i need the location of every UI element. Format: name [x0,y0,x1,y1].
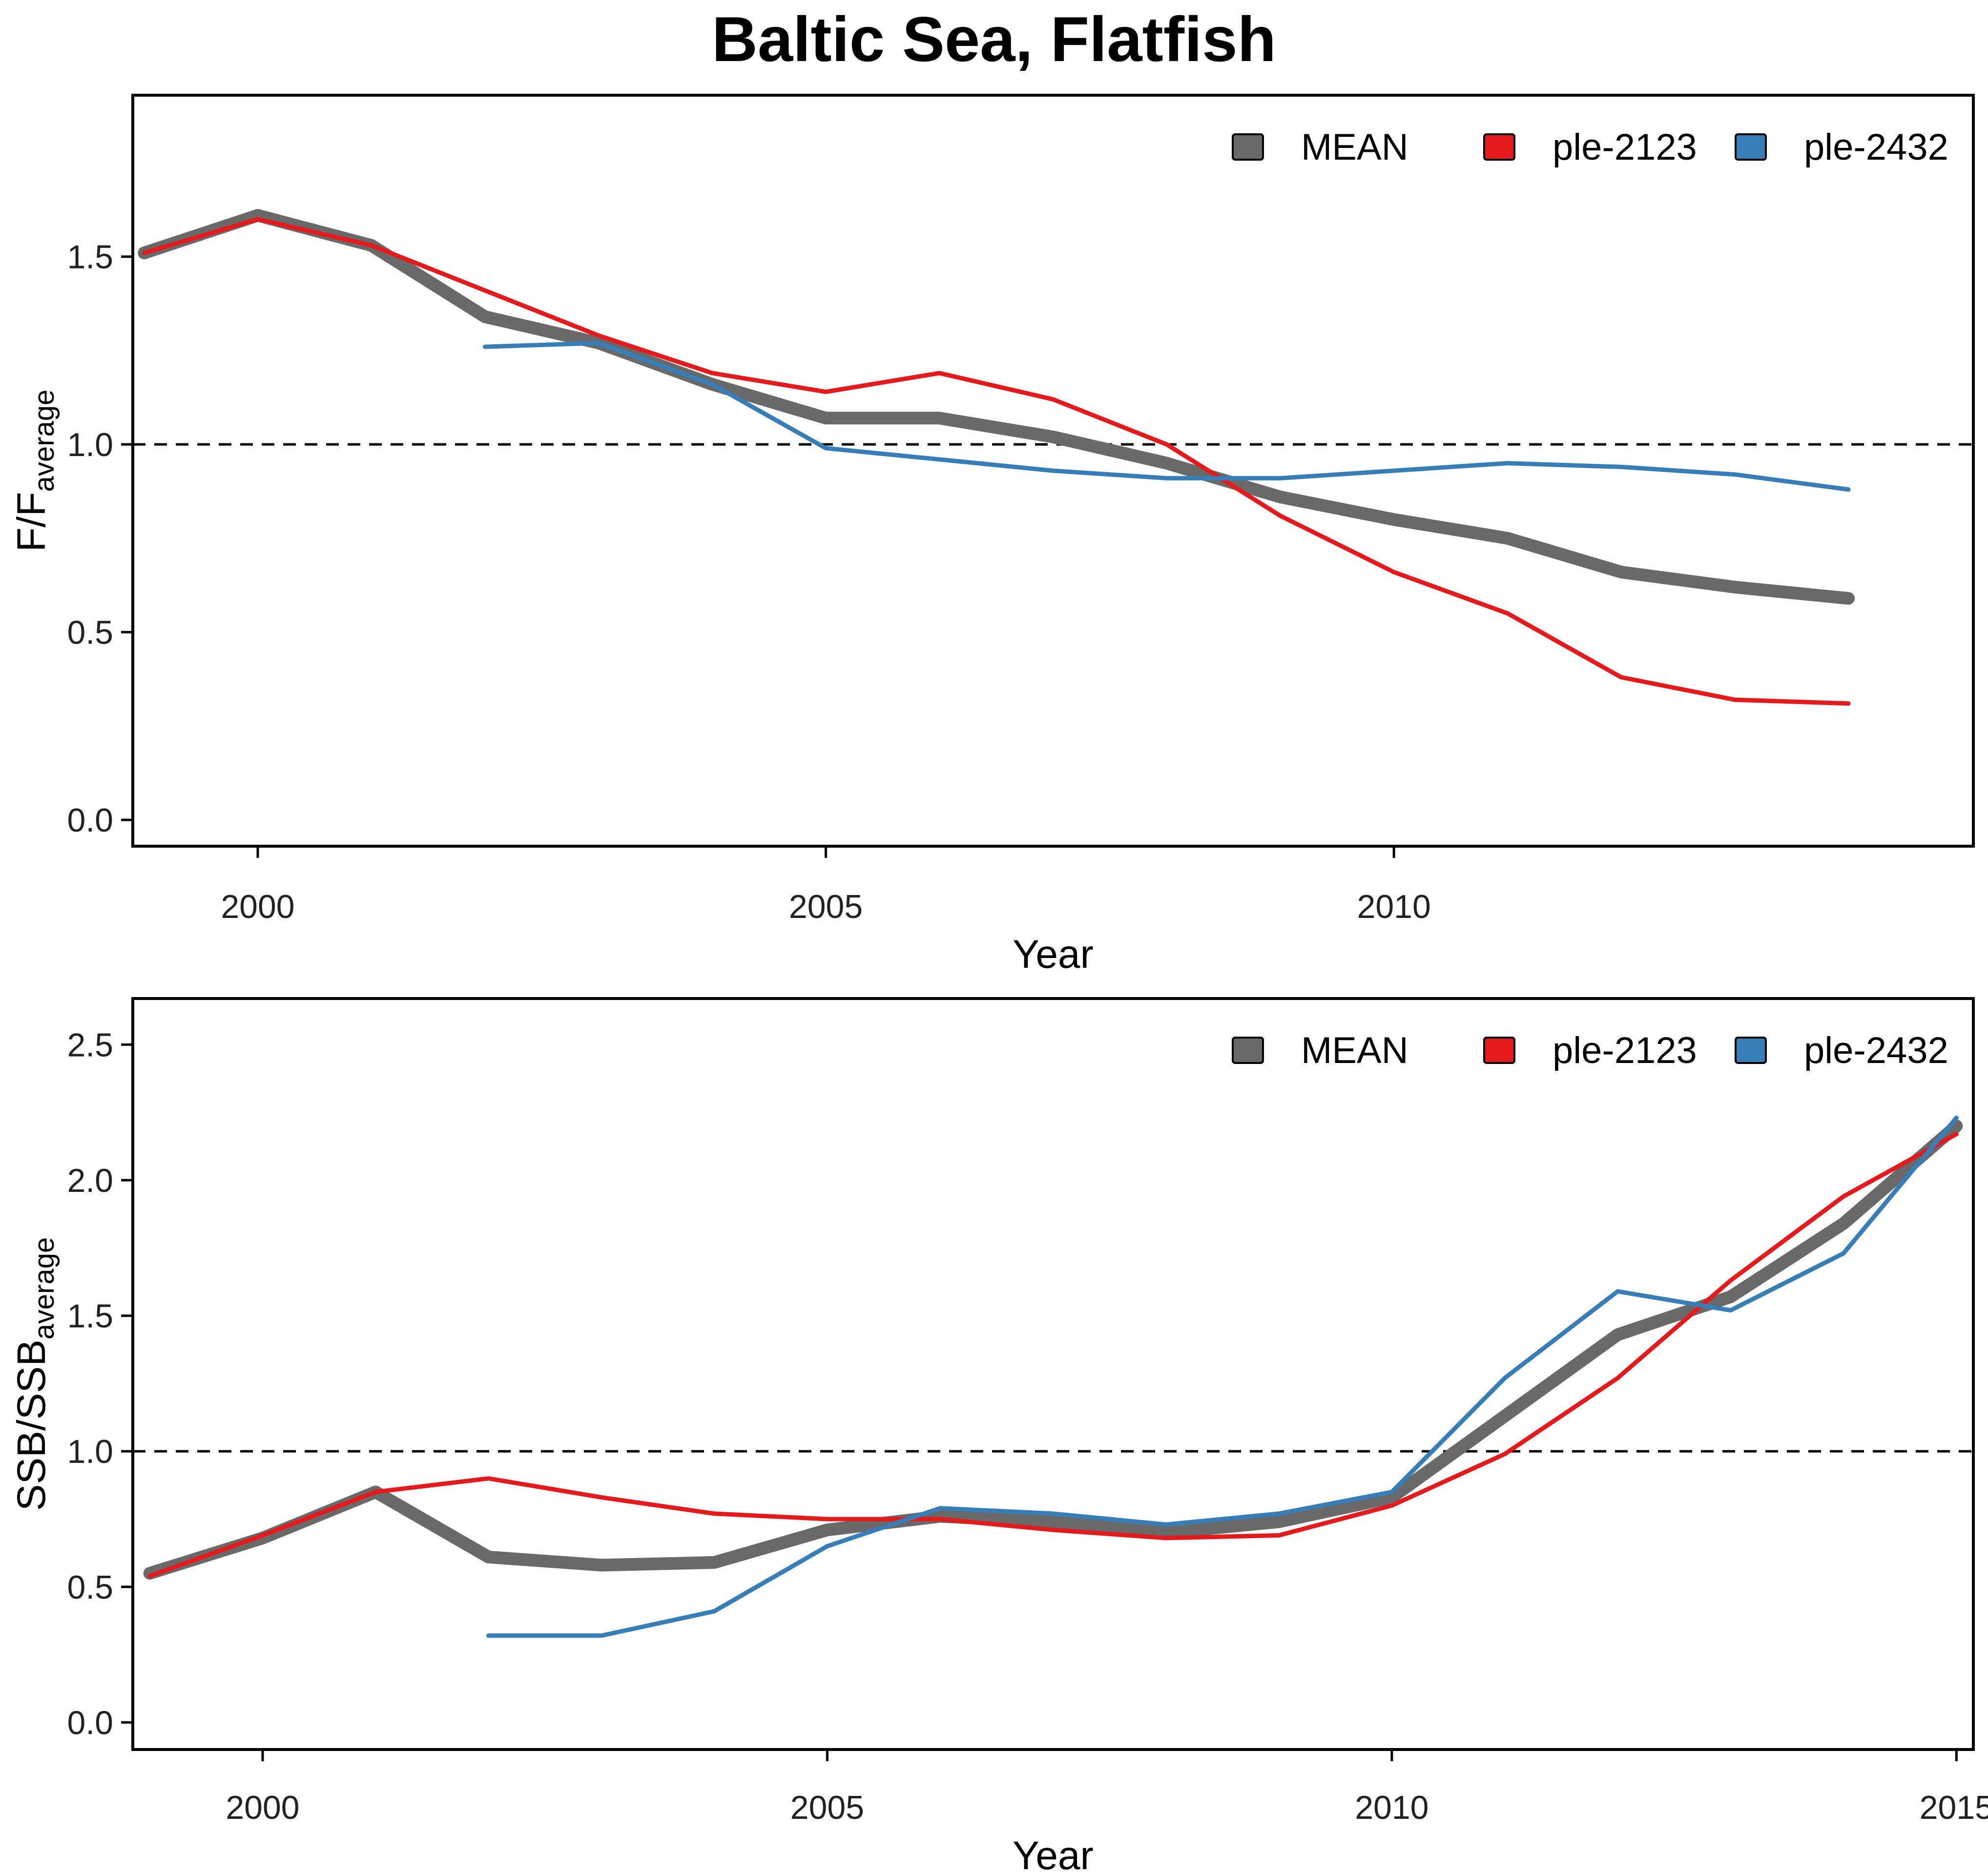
f-series-ple-2123 [142,217,1851,706]
ssb-y-tick-label: 1.0 [67,1433,113,1470]
ssb-series-mean [143,1120,1963,1580]
ssb-x-tick-label: 2000 [226,1789,299,1826]
ssb-y-axis: 0.0 0.5 1.0 1.5 2.0 2.5 [67,1026,133,1741]
ssb-x-tick-label: 2015 [1920,1789,1988,1826]
ssb-series-lines [143,1115,1963,1638]
ssb-plot-frame [131,997,1975,1751]
ssb-y-axis-title: SSB/SSBaverage [9,1237,60,1511]
f-x-tick-label: 2010 [1357,888,1431,925]
f-legend-label: ple-2432 [1804,126,1948,168]
ssb-y-tick-label: 0.5 [67,1569,113,1606]
f-legend-swatch-ple-2432 [1735,133,1767,161]
ssb-legend-label: MEAN [1301,1030,1408,1071]
f-legend-swatch-mean [1232,133,1264,161]
f-series-mean [138,209,1855,605]
f-legend: MEAN ple-2123 ple-2432 [1232,126,1948,168]
f-legend-label: ple-2123 [1553,126,1697,168]
ssb-y-tick-label: 2.5 [67,1026,113,1063]
f-legend-swatch-ple-2123 [1483,133,1515,161]
f-y-axis-title-main: F/F [9,492,54,552]
ssb-legend-label: ple-2123 [1553,1030,1697,1071]
f-y-axis-title-sub: average [28,390,60,492]
ssb-x-axis: 2000 2005 2010 2015 [226,1750,1988,1826]
f-y-tick-label: 0.0 [67,802,113,839]
f-y-axis-title: F/Faverage [9,390,60,552]
ssb-panel: 2000 2005 2010 2015 0.0 0.5 1.0 1.5 2.0 2.5 Year… [9,997,1988,1875]
ssb-y-tick-label: 1.5 [67,1298,113,1335]
f-series-lines [138,209,1855,706]
ssb-legend-label: ple-2432 [1804,1030,1948,1071]
ssb-y-tick-label: 2.0 [67,1162,113,1199]
f-legend-label: MEAN [1301,126,1408,168]
figure-title: Baltic Sea, Flatfish [712,3,1276,75]
f-series-ple-2432 [482,341,1851,492]
ssb-y-axis-title-sub: average [28,1237,60,1340]
f-y-tick-label: 1.0 [67,426,113,463]
ssb-legend-swatch-ple-2123 [1483,1037,1515,1064]
ssb-series-ple-2432 [486,1115,1959,1638]
ssb-y-tick-label: 0.0 [67,1704,113,1741]
ssb-y-axis-title-main: SSB/SSB [9,1339,54,1511]
ssb-series-ple-2123 [147,1132,1959,1579]
ssb-x-tick-label: 2005 [790,1789,864,1826]
f-x-axis-title: Year [1013,932,1094,977]
ssb-legend-swatch-mean [1232,1037,1264,1064]
f-x-axis: 2000 2005 2010 [221,846,1431,925]
f-y-axis: 0.0 0.5 1.0 1.5 [67,239,133,839]
f-plot-frame [131,94,1975,848]
f-x-tick-label: 2005 [789,888,863,925]
ssb-x-tick-label: 2010 [1355,1789,1429,1826]
f-panel: 2000 2005 2010 0.0 0.5 1.0 1.5 Year F/Faverag… [9,94,1975,977]
ssb-legend-swatch-ple-2432 [1735,1037,1767,1064]
f-y-tick-label: 0.5 [67,614,113,651]
f-x-tick-label: 2000 [221,888,294,925]
f-y-tick-label: 1.5 [67,239,113,276]
ssb-x-axis-title: Year [1013,1833,1094,1875]
ssb-legend: MEAN ple-2123 ple-2432 [1232,1030,1948,1071]
